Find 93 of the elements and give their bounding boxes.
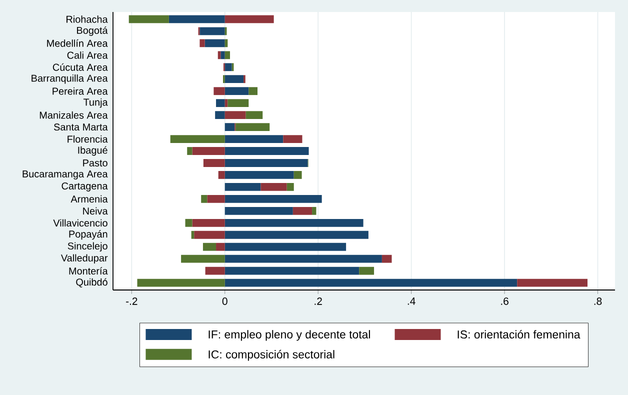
bar [224, 171, 294, 179]
y-tick-label: Cali Area [67, 51, 108, 59]
y-tick-label: Cartagena [62, 182, 108, 192]
bar [216, 242, 225, 251]
bar [218, 51, 221, 60]
bar [224, 15, 274, 24]
y-tick-label: Riohacha [66, 16, 108, 23]
legend-label: IF: empleo pleno y decente total [208, 330, 370, 341]
bar [224, 159, 308, 167]
bar [200, 39, 205, 48]
legend-label: IS: orientación femenina [458, 330, 580, 339]
bar [224, 51, 230, 60]
y-tick-label: Villavicencio [53, 219, 108, 227]
y-tick-label: Sincelejo [68, 242, 108, 252]
y-tick-label: Bucaramanga Area [22, 170, 108, 180]
x-tick-label: 0 [222, 298, 228, 305]
bar [170, 135, 225, 143]
bar [218, 171, 225, 179]
bar [224, 254, 382, 263]
bar [194, 230, 225, 239]
bar [215, 111, 225, 120]
bar [185, 218, 192, 227]
bar [200, 27, 225, 36]
legend-label: IC: composición sectorial [208, 350, 334, 361]
bar [224, 147, 309, 155]
bar [224, 218, 364, 227]
y-tick-label: Armenia [70, 195, 108, 203]
bar [246, 111, 263, 120]
bar [191, 230, 194, 239]
bar [224, 135, 284, 143]
y-tick-label: Medellín Area [47, 39, 108, 47]
bar [203, 159, 225, 167]
bar [205, 266, 225, 275]
bar [224, 39, 228, 48]
bar [224, 242, 346, 251]
bar [224, 206, 293, 215]
x-tick-label: .4 [408, 298, 416, 305]
y-tick-label: Pereira Area [52, 87, 108, 95]
y-tick-label: Valledupar [60, 254, 108, 264]
bar [236, 123, 270, 131]
y-tick-label: Cúcuta Area [52, 63, 108, 71]
bar [224, 111, 246, 120]
bar [128, 15, 169, 24]
bar [137, 278, 225, 287]
bar [201, 194, 208, 203]
x-tick-label: -.2 [126, 298, 138, 305]
bar [214, 87, 225, 96]
y-tick-label: Tunja [83, 98, 108, 108]
bar [283, 135, 302, 143]
bar [224, 123, 235, 131]
bar [202, 242, 216, 251]
x-tick-label: .6 [501, 298, 508, 305]
bar [286, 182, 294, 191]
y-tick-label: Santa Marta [54, 124, 108, 131]
y-tick-label: Popayán [69, 230, 108, 240]
bar [204, 39, 225, 48]
bar [312, 206, 316, 215]
y-tick-label: Neiva [83, 207, 108, 215]
y-tick-label: Bogotá [77, 26, 108, 36]
bar [224, 63, 232, 72]
y-tick-label: Ibagué [78, 146, 108, 156]
x-tick-label: .2 [314, 298, 322, 305]
y-tick-label: Quibdó [76, 278, 108, 288]
x-tick-label: .8 [594, 298, 602, 305]
bar [248, 87, 258, 96]
bar [181, 254, 225, 263]
bar [207, 194, 225, 203]
bar [294, 171, 302, 179]
bar [168, 15, 225, 24]
y-tick-label: Florencia [68, 135, 108, 143]
bar [187, 147, 192, 155]
bar [224, 99, 228, 108]
y-tick-label: Barranquilla Area [32, 74, 108, 84]
bar [192, 218, 225, 227]
bar [224, 87, 249, 96]
bar [220, 51, 225, 60]
bar [359, 266, 374, 275]
bar [224, 230, 368, 239]
bar [224, 194, 322, 203]
bar [517, 278, 588, 287]
y-tick-label: Montería [69, 267, 108, 275]
y-tick-label: Manizales Area [40, 111, 108, 119]
bar [224, 266, 360, 275]
bar [224, 278, 518, 287]
bar [228, 99, 249, 108]
bar [382, 254, 392, 263]
bar [260, 182, 287, 191]
bar [224, 75, 244, 84]
bar [224, 182, 261, 191]
bar [292, 206, 312, 215]
bar [192, 147, 225, 155]
bar [216, 99, 225, 108]
y-tick-label: Pasto [83, 160, 108, 166]
